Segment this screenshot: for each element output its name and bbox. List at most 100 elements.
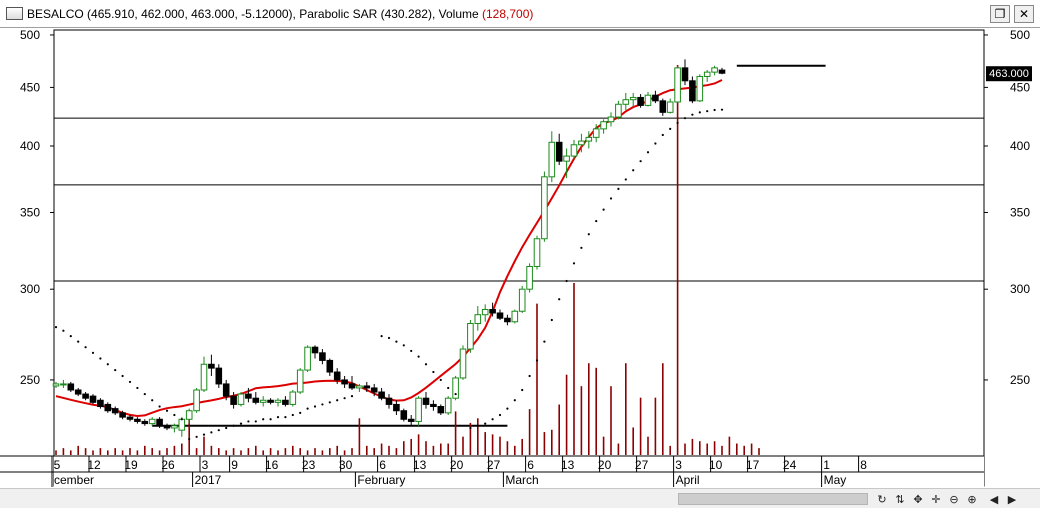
sar-dot (646, 151, 650, 154)
sar-dot (491, 418, 494, 421)
sar-dot (595, 219, 598, 223)
candle-down (400, 410, 408, 420)
candle-up (237, 393, 245, 405)
candle-down (689, 80, 696, 102)
sar-dot (476, 424, 479, 427)
sar-dot (202, 433, 206, 436)
candle-down (89, 395, 97, 403)
close-icon[interactable]: ✕ (1014, 5, 1034, 23)
sar-dot (269, 418, 272, 421)
sar-dot (328, 401, 331, 404)
sar-dot (661, 133, 664, 137)
sar-dot (69, 335, 72, 338)
candle-down (97, 399, 104, 408)
candle-up (696, 75, 704, 102)
candle-up (548, 141, 556, 178)
restore-icon[interactable]: ❐ (990, 5, 1010, 23)
sar-dot (313, 405, 317, 408)
sar-dot (410, 349, 413, 353)
sync-icon[interactable]: ⇅ (895, 492, 905, 506)
candle-up (193, 389, 200, 412)
candle-down (326, 359, 334, 373)
scroll-thumb[interactable] (678, 493, 868, 505)
candle-up (666, 101, 674, 113)
zoom-out-icon[interactable]: ⊖ (949, 492, 959, 506)
x-tick-label: 20 (598, 458, 612, 472)
price-tick-left: 300 (20, 282, 40, 296)
month-label: May (824, 473, 847, 487)
candle-up (148, 418, 156, 425)
sar-dot (99, 357, 102, 360)
price-tick-left: 450 (20, 80, 40, 94)
price-tick-right: 250 (1010, 373, 1030, 387)
sar-dot (587, 233, 590, 236)
sar-dot (136, 386, 139, 390)
month-label: February (357, 473, 405, 487)
sar-dot (380, 335, 383, 338)
horizontal-scrollbar[interactable]: ↻ ⇅ ✥ ✛ ⊖ ⊕ ◀ ▶ (0, 488, 1040, 508)
candle-up (304, 346, 311, 371)
sar-dot (484, 422, 487, 425)
sar-dot (713, 108, 716, 112)
candle-up (622, 99, 630, 105)
sar-dot (247, 420, 250, 423)
candle-down (252, 397, 260, 403)
sar-dot (195, 435, 198, 438)
current-price-label: 463.000 (989, 68, 1029, 80)
candle-up (52, 383, 60, 387)
pan-icon[interactable]: ✥ (913, 492, 923, 506)
candle-down (126, 416, 134, 420)
candle-down (348, 383, 356, 389)
sar-dot (498, 413, 502, 417)
candle-up (585, 136, 593, 142)
refresh-icon[interactable]: ↻ (877, 492, 887, 506)
candle-down (407, 418, 415, 422)
candle-down (555, 141, 563, 162)
sar-dot (654, 142, 657, 145)
candle-down (333, 371, 341, 381)
candle-down (652, 94, 659, 102)
price-tick-right: 500 (1010, 28, 1030, 42)
sar-dot (350, 395, 354, 398)
candle-down (385, 397, 393, 405)
candle-down (67, 383, 75, 391)
price-tick-left: 250 (20, 373, 40, 387)
x-tick-label: 3 (202, 458, 209, 472)
scroll-left-icon[interactable]: ◀ (989, 492, 999, 506)
crosshair-icon[interactable]: ✛ (931, 492, 941, 506)
candle-down (230, 395, 237, 405)
sar-dot (558, 298, 561, 301)
candle-up (578, 140, 585, 146)
zoom-in-icon[interactable]: ⊕ (967, 492, 977, 506)
candle-down (378, 391, 385, 399)
sar-dot (550, 318, 553, 322)
candle-up (200, 363, 208, 391)
candle-down (134, 418, 141, 422)
sar-dot (669, 127, 672, 130)
sar-dot (114, 368, 117, 372)
x-tick-label: 6 (527, 458, 534, 472)
candle-down (504, 317, 511, 323)
candle-down (718, 69, 726, 74)
sar-dot (121, 374, 124, 378)
x-tick-label: 23 (302, 458, 316, 472)
candle-down (141, 420, 149, 425)
candle-up (415, 397, 422, 422)
sar-dot (321, 403, 324, 406)
sar-dot (543, 340, 546, 343)
x-tick-label: 17 (746, 458, 760, 472)
candle-down (74, 389, 82, 395)
candle-up (703, 71, 711, 77)
candle-down (422, 397, 430, 405)
ohlc-values: (465.910, 462.000, 463.000, -5.12000) (87, 6, 293, 21)
candle-down (319, 352, 326, 361)
candle-up (541, 176, 548, 240)
candle-down (370, 387, 378, 393)
sar-dot (602, 208, 605, 211)
chart-window-titlebar: BESALCO (465.910, 462.000, 463.000, -5.1… (0, 0, 1040, 28)
x-tick-label: 5 (54, 458, 61, 472)
sar-dot (447, 386, 450, 390)
sar-dot (506, 407, 509, 410)
price-chart[interactable]: 250 250 300 300 350 350 400 400 450 450 500 500 463.… (0, 28, 1040, 488)
scroll-right-icon[interactable]: ▶ (1007, 492, 1017, 506)
